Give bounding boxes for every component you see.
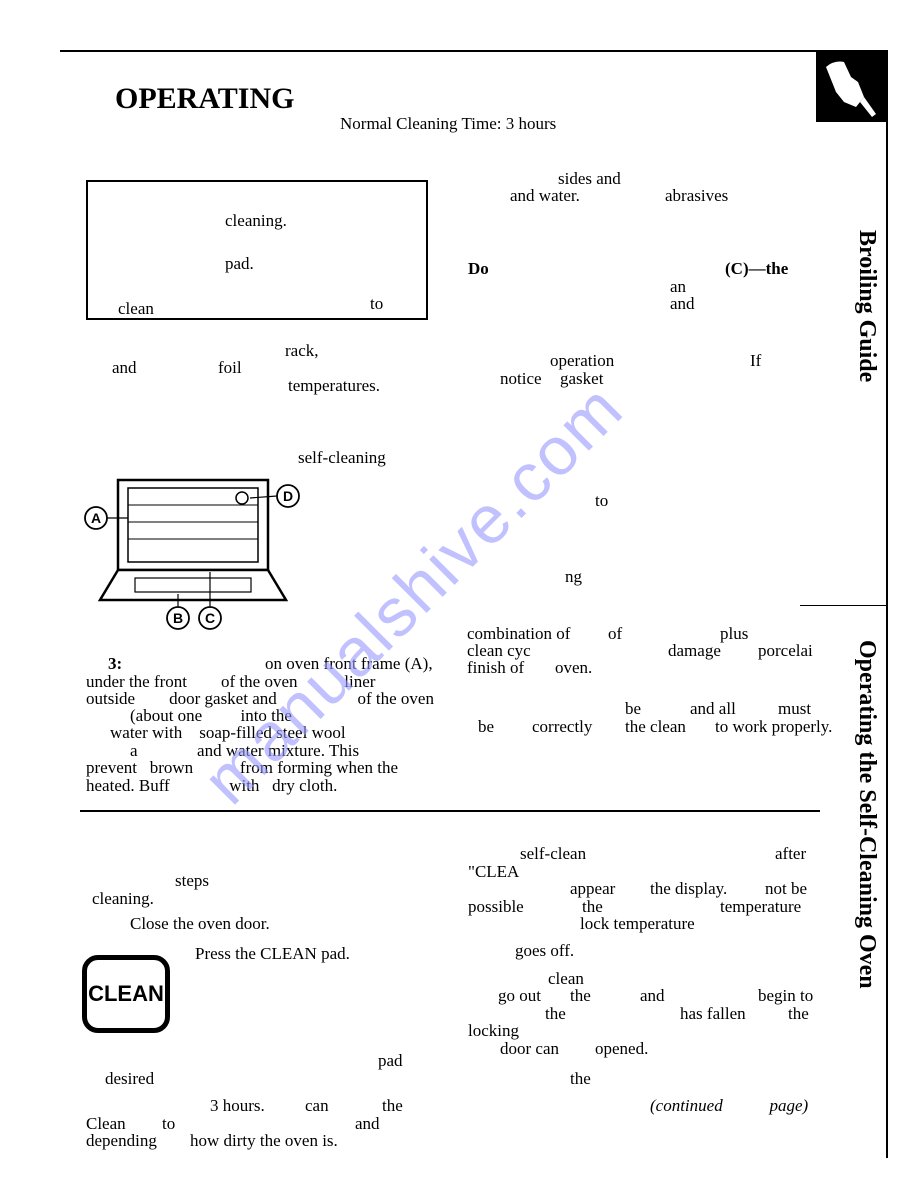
body-text: pad xyxy=(378,1050,403,1071)
page-title: OPERATING xyxy=(115,82,294,116)
tab-divider xyxy=(800,605,888,606)
body-text: self-cleaning xyxy=(298,447,386,468)
body-text: lock temperature xyxy=(580,913,695,934)
body-text: desired xyxy=(105,1068,154,1089)
body-text: goes off. xyxy=(515,940,574,961)
svg-text:B: B xyxy=(173,610,183,626)
body-text: temperatures. xyxy=(288,375,380,396)
body-text: oven. xyxy=(555,657,592,678)
body-text: foil xyxy=(218,357,242,378)
tab-operating-self-cleaning: Operating the Self-Cleaning Oven xyxy=(853,640,880,989)
page-subtitle: Normal Cleaning Time: 3 hours xyxy=(340,114,556,134)
body-text: damage xyxy=(668,640,721,661)
body-text: temperature xyxy=(720,896,801,917)
body-text: steps xyxy=(175,870,209,891)
oven-diagram: A B C D xyxy=(80,470,300,630)
body-text: Close the oven door. xyxy=(130,913,270,934)
box-text: to xyxy=(370,293,383,314)
svg-text:A: A xyxy=(91,510,101,526)
body-text: door can xyxy=(500,1038,559,1059)
body-text: abrasives xyxy=(665,185,728,206)
body-text: If xyxy=(750,350,761,371)
body-text: gasket xyxy=(560,368,603,389)
box-text: clean xyxy=(118,298,154,319)
svg-text:C: C xyxy=(205,610,215,626)
body-text: notice xyxy=(500,368,542,389)
body-text: the xyxy=(570,1068,591,1089)
hand-icon xyxy=(816,52,886,122)
body-text: possible xyxy=(468,896,524,917)
body-text: rack, xyxy=(285,340,319,361)
body-text: "CLEA xyxy=(468,861,519,882)
body-text: porcelai xyxy=(758,640,813,661)
svg-text:D: D xyxy=(283,488,293,504)
body-text: opened. xyxy=(595,1038,648,1059)
body-text: the xyxy=(545,1003,566,1024)
body-text: the xyxy=(382,1095,403,1116)
clean-button-illustration: CLEAN xyxy=(82,955,170,1033)
body-text: Do xyxy=(468,258,489,279)
body-text: heated. Buff with dry cloth. xyxy=(86,775,337,796)
body-text: Press the CLEAN pad. xyxy=(195,943,350,964)
body-text: the clean xyxy=(625,716,686,737)
body-text: ng xyxy=(565,566,582,587)
body-text: to xyxy=(595,490,608,511)
body-text: the display. xyxy=(650,878,727,899)
tab-broiling-guide: Broiling Guide xyxy=(853,230,880,382)
body-text: correctly xyxy=(532,716,592,737)
page-border-right xyxy=(886,50,888,1158)
body-text: to work properly. xyxy=(715,716,832,737)
page-border-top xyxy=(60,50,888,52)
body-text: how dirty the oven is. xyxy=(190,1130,338,1151)
body-text: and water. xyxy=(510,185,580,206)
body-text: and xyxy=(640,985,665,1006)
body-text: after xyxy=(775,843,806,864)
box-text: pad. xyxy=(225,253,254,274)
box-text: cleaning. xyxy=(225,210,287,231)
body-text: the xyxy=(570,985,591,1006)
body-text: depending xyxy=(86,1130,157,1151)
body-text: plus xyxy=(720,623,748,644)
body-text: and xyxy=(670,293,695,314)
body-text: finish of xyxy=(467,657,524,678)
body-text: has fallen xyxy=(680,1003,746,1024)
body-text: cleaning. xyxy=(92,888,154,909)
body-text: can xyxy=(305,1095,329,1116)
body-text: to xyxy=(162,1113,175,1134)
section-divider xyxy=(80,810,820,812)
body-text: 3 hours. xyxy=(210,1095,265,1116)
body-text: of xyxy=(608,623,622,644)
body-text: and xyxy=(112,357,137,378)
continued-note: (continued page) xyxy=(650,1095,808,1116)
body-text: be xyxy=(478,716,494,737)
body-text: and xyxy=(355,1113,380,1134)
body-text: go out xyxy=(498,985,541,1006)
body-text: self-clean xyxy=(520,843,586,864)
body-text: (C)—the xyxy=(725,258,788,279)
body-text: the xyxy=(788,1003,809,1024)
